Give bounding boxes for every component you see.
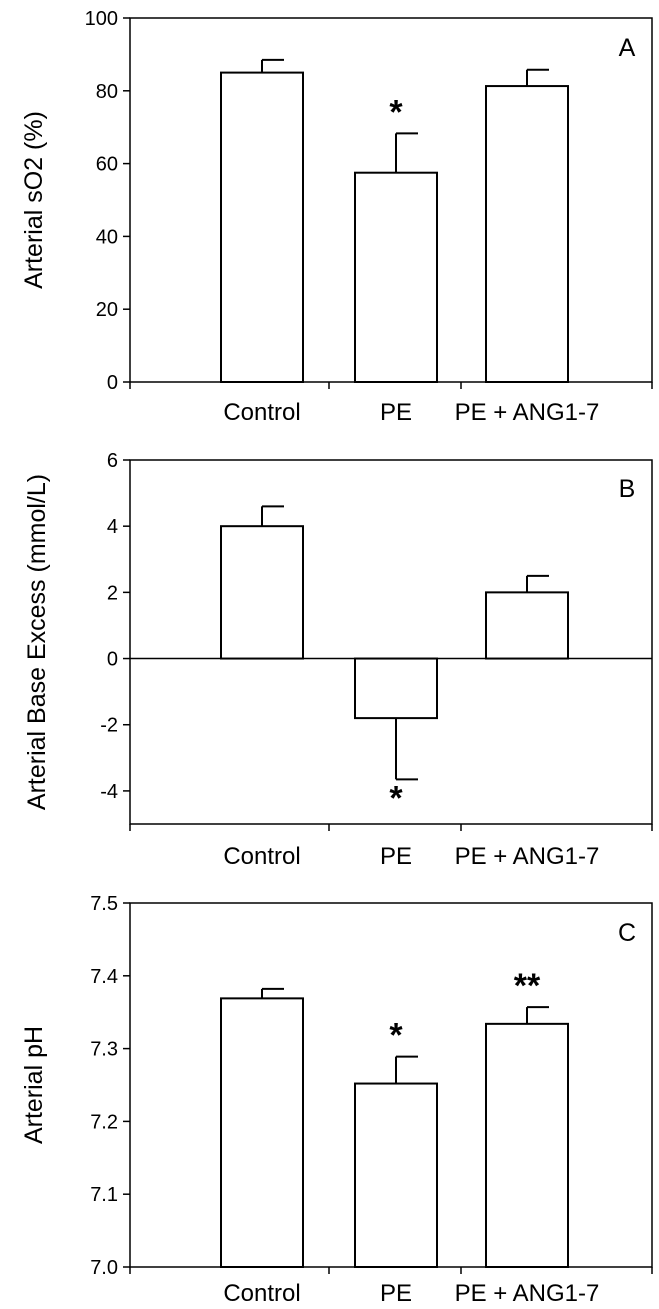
panel-c-y-tick-label: 7.5 [90,893,118,915]
panel-a-bar-control [220,71,304,383]
panel-b-y-tick-label: -2 [100,715,118,737]
panel-a-y-tick-label: 100 [85,8,118,30]
panel-c-y-tick-label: 7.3 [90,1039,118,1061]
panel-c-bars: *** [220,967,569,1269]
panel-a-y-tick-label: 0 [107,372,118,394]
panel-c-y-tick-label: 7.0 [90,1257,118,1279]
panel-c-y-tick-label: 7.4 [90,966,118,988]
panel-a-y-ticks: 0 20 40 60 80 100 [85,8,653,394]
panel-b-y-tick-label: 0 [107,649,118,671]
panel-b-y-ticks: -4 -2 0 2 4 6 [100,450,653,831]
panel-b-bar-control [220,525,304,660]
panel-a: 0 20 40 60 80 100 * A Arterial sO2 (%) Contro… [20,8,653,426]
panel-b: -4 -2 0 2 4 6 * B Arterial Base Excess (mmol/… [23,450,653,870]
panel-c-category-control: Control [223,1280,300,1307]
panel-c-y-axis-title: Arterial pH [20,1026,48,1144]
panel-c-letter: C [618,919,636,947]
panel-a-bars: * [220,58,569,384]
panel-c-y-tick-label: 7.2 [90,1111,118,1133]
panel-b-letter: B [619,475,636,503]
panel-a-bar-pe-ang [485,85,569,384]
panel-b-bar-pe [354,657,438,720]
panel-b-plot-frame [129,459,653,825]
panel-a-y-tick-label: 20 [96,299,118,321]
panel-b-y-tick-label: -4 [100,781,118,803]
panel-a-category-control: Control [223,399,300,426]
panel-b-y-tick-label: 2 [107,582,118,604]
panel-c-significance-pe-ang: ** [514,967,541,1005]
panel-c-bar-pe [354,1082,438,1268]
panel-a-bar-pe [354,171,438,383]
panel-c-category-pe-ang: PE + ANG1-7 [455,1280,600,1307]
panel-a-y-tick-label: 40 [96,226,118,248]
panel-c-y-tick-label: 7.1 [90,1184,118,1206]
panel-b-category-control: Control [223,843,300,870]
panel-b-y-tick-label: 4 [107,516,118,538]
panel-a-significance-pe: * [389,93,403,131]
panel-c-bar-control [220,997,304,1268]
panel-a-y-tick-label: 80 [96,81,118,103]
panel-b-y-tick-label: 6 [107,450,118,472]
panel-b-bars: * [220,505,569,817]
panel-c-significance-pe: * [389,1017,403,1055]
panel-b-y-axis-title: Arterial Base Excess (mmol/L) [23,474,51,810]
panel-c-category-pe: PE [380,1280,412,1307]
panel-c: 7.07.17.27.37.47.5 *** C Arterial pH Con… [20,893,653,1307]
panel-a-letter: A [619,34,636,62]
panel-c-y-ticks: 7.0 7.1 7.2 7.3 7.4 7.5 [90,893,653,1279]
panel-b-category-pe: PE [380,843,412,870]
panel-a-y-axis-title: Arterial sO2 (%) [20,111,48,289]
panel-b-bar-pe-ang [485,591,569,660]
panel-b-category-pe-ang: PE + ANG1-7 [455,843,600,870]
panel-a-y-tick-label: 60 [96,154,118,176]
panel-c-bar-pe-ang [485,1022,569,1269]
panel-b-significance-pe: * [389,779,403,817]
panel-a-category-pe-ang: PE + ANG1-7 [455,399,600,426]
panel-a-category-pe: PE [380,399,412,426]
